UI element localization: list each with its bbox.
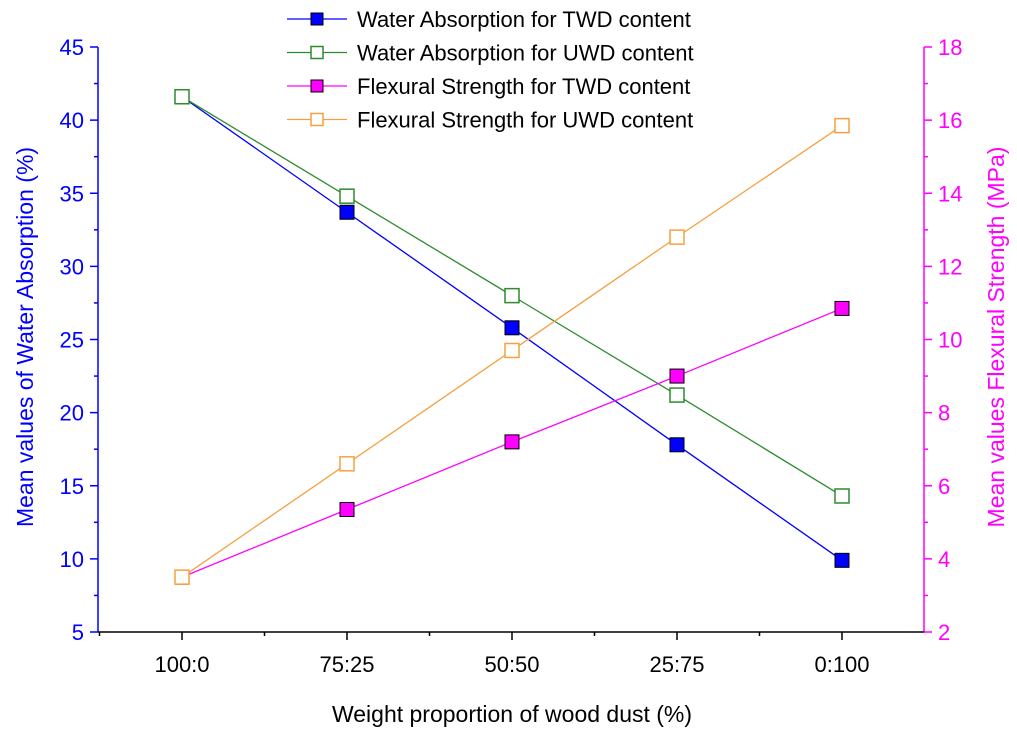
data-point [834,300,850,316]
axes: 5 10 15 20 25 30 35 40 45 2 4 6 8 10 12 14 16 18 100:0 75:2… [60,35,963,677]
data-point [834,552,850,568]
y-tick-label: 25 [60,328,84,353]
legend-item: Water Absorption for TWD content [287,7,691,32]
y-tick-label: 30 [60,254,84,279]
legend: Water Absorption for TWD content Water Ab… [287,7,694,133]
x-tick-label: 75:25 [319,652,374,677]
series-layer [174,88,850,585]
y2-tick-label: 2 [938,620,950,645]
data-point [339,502,355,518]
y-tick-label: 5 [72,620,84,645]
y-tick-label: 40 [60,108,84,133]
data-point [339,188,355,204]
legend-marker [310,45,324,60]
series-2 [174,88,850,504]
x-tick-label: 0:100 [814,652,869,677]
data-point [174,88,190,105]
data-point [504,287,520,304]
data-point [504,320,520,336]
legend-item: Water Absorption for UWD content [287,41,694,66]
legend-label: Water Absorption for UWD content [357,41,694,66]
y2-tick-label: 8 [938,401,950,426]
legend-marker [310,79,324,93]
y2-tick-label: 18 [938,35,962,60]
legend-item: Flexural Strength for UWD content [287,108,693,133]
series-1 [174,89,850,568]
y-axis-title: Mean values of Water Absorption (%) [12,147,38,527]
y-tick-label: 15 [60,474,84,499]
data-point [834,488,850,504]
y2-tick-label: 4 [938,547,950,572]
y-tick-label: 10 [60,547,84,572]
data-point [834,117,850,134]
data-point [669,437,685,453]
legend-marker [310,112,324,127]
data-point [174,569,190,585]
data-point [669,229,685,245]
data-point [339,204,355,220]
y2-tick-label: 14 [938,181,962,206]
y-tick-label: 35 [60,181,84,206]
legend-label: Flexural Strength for TWD content [357,74,690,99]
data-point [504,342,520,359]
legend-label: Flexural Strength for UWD content [357,108,693,133]
x-axis-title: Weight proportion of wood dust (%) [332,701,692,727]
legend-marker [310,12,324,26]
x-tick-label: 100:0 [154,652,209,677]
y2-tick-label: 6 [938,474,950,499]
y2-tick-label: 16 [938,108,962,133]
y2-axis-title: Mean values Flexural Strength (MPa) [983,147,1009,528]
x-tick-label: 50:50 [484,652,539,677]
legend-item: Flexural Strength for TWD content [287,74,690,99]
x-tick-label: 25:75 [649,652,704,677]
series-4 [174,117,850,585]
y2-tick-label: 10 [938,328,962,353]
data-point [504,434,520,450]
y-tick-label: 45 [60,35,84,60]
data-point [669,387,685,403]
data-point [339,456,355,472]
legend-label: Water Absorption for TWD content [357,7,691,32]
y2-tick-label: 12 [938,254,962,279]
data-point [669,368,685,384]
y-tick-label: 20 [60,401,84,426]
